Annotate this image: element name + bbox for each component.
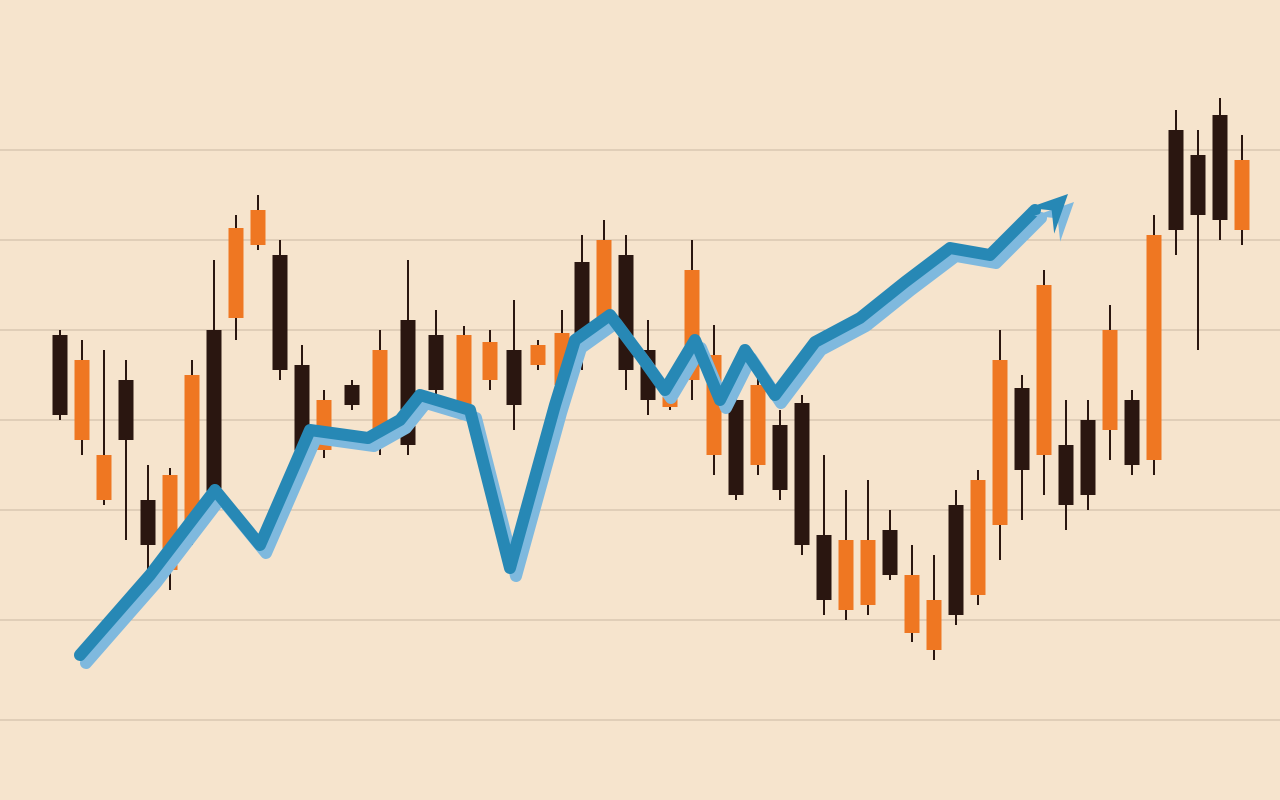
candlestick-chart [0, 0, 1280, 800]
chart-svg [0, 0, 1280, 800]
